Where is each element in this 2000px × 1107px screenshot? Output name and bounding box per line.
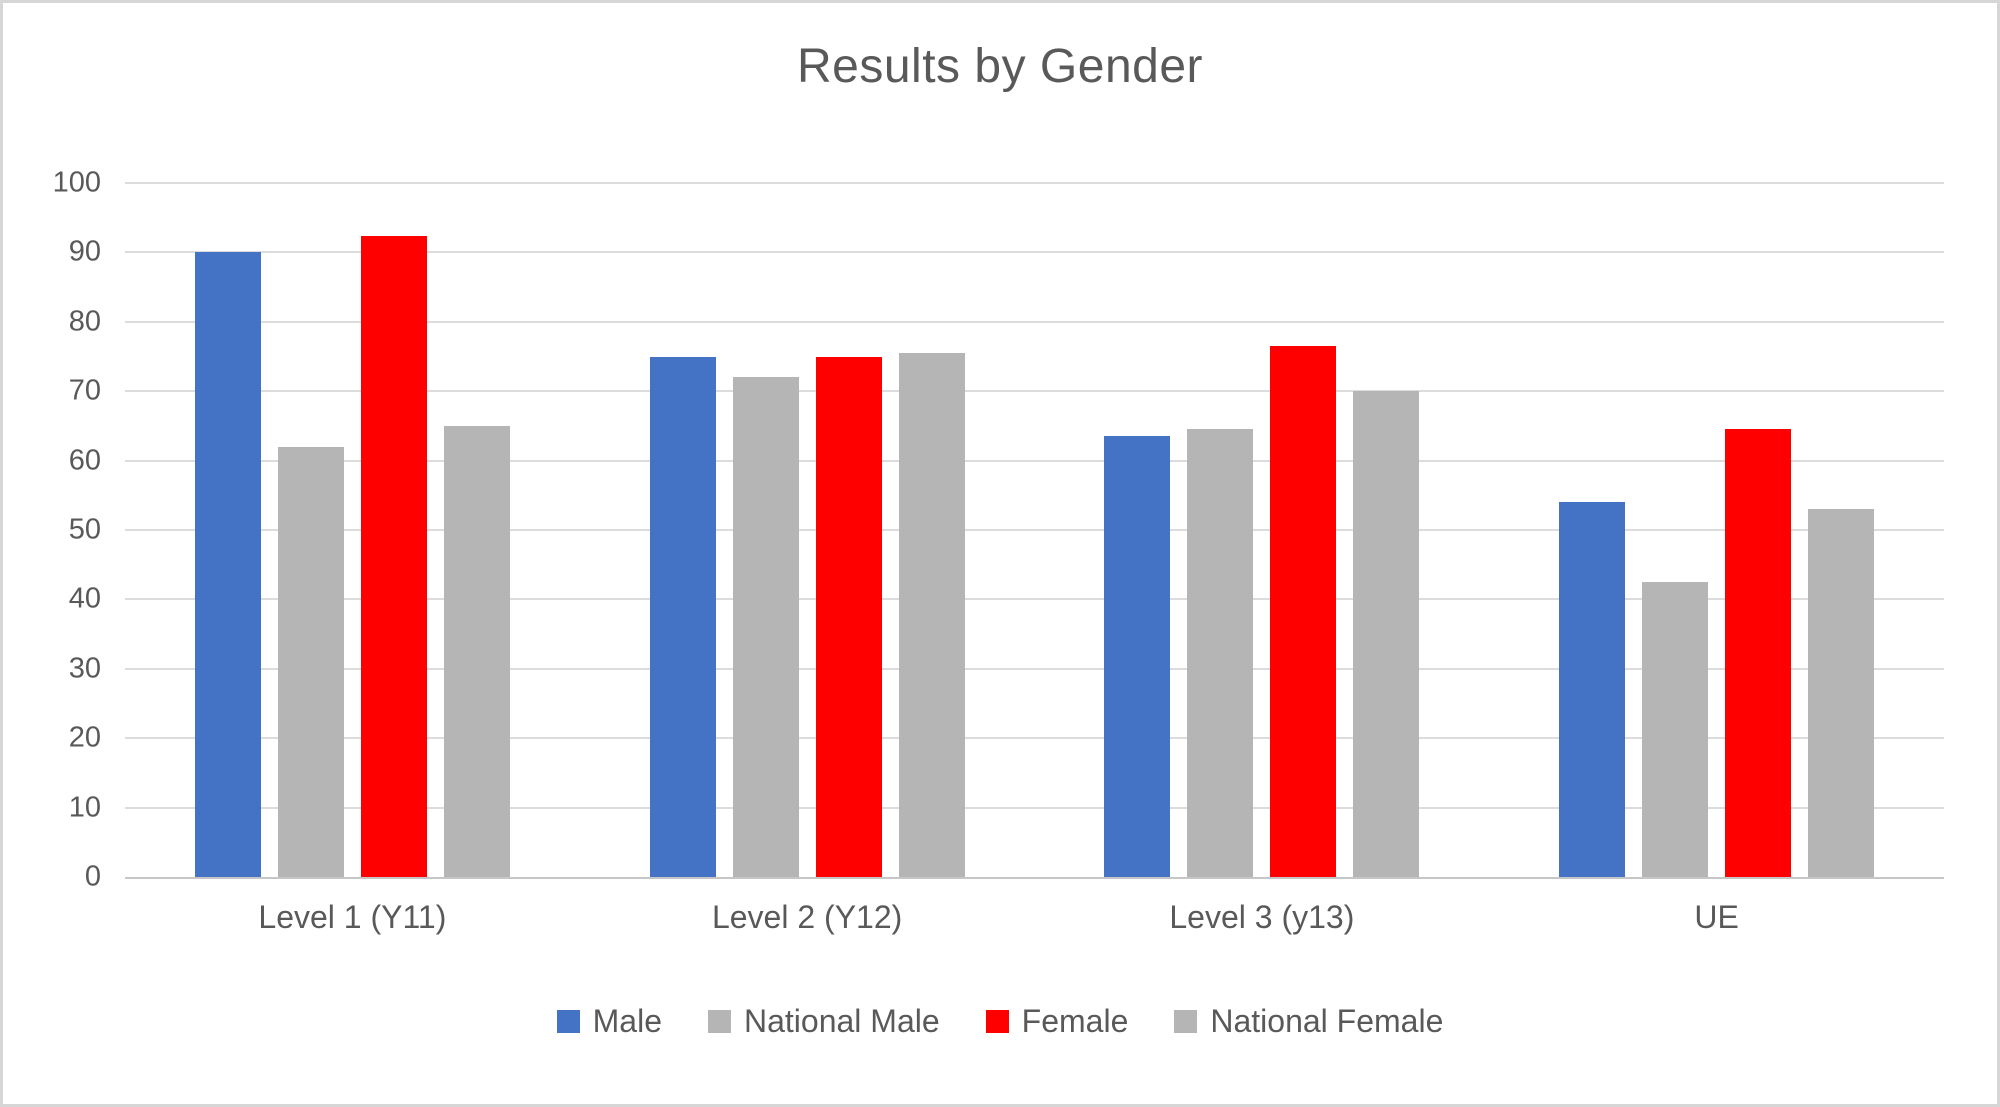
gridline	[125, 737, 1944, 740]
bar-group	[580, 183, 1035, 877]
y-tick-label: 30	[68, 652, 101, 685]
y-tick-label: 60	[68, 444, 101, 477]
x-axis-category-label: Level 1 (Y11)	[258, 899, 447, 935]
gridline	[125, 251, 1944, 254]
bar	[1725, 429, 1792, 877]
gridline	[125, 182, 1944, 184]
gridline	[125, 667, 1944, 670]
legend-label: Female	[1021, 1003, 1129, 1039]
bar	[1270, 346, 1337, 877]
y-tick-label: 100	[52, 166, 101, 199]
bar	[360, 236, 427, 877]
bar	[1808, 509, 1875, 877]
bar	[443, 425, 510, 877]
legend-label: National Female	[1210, 1003, 1444, 1039]
legend-label: Male	[592, 1003, 662, 1039]
x-axis-category-label: Level 2 (Y12)	[711, 899, 903, 935]
bar	[898, 353, 965, 877]
y-tick-label: 70	[68, 374, 101, 407]
bar-group	[1489, 183, 1944, 877]
gridline	[125, 529, 1944, 531]
bar	[815, 356, 882, 877]
y-tick-label: 20	[68, 721, 101, 754]
bar	[1642, 582, 1709, 877]
x-axis-line	[125, 877, 1944, 879]
bar	[1187, 429, 1254, 877]
x-axis-labels: Level 1 (Y11) Level 2 (Y12) Level 3 (y13) U…	[125, 899, 1944, 936]
legend-item: National Male	[708, 1003, 940, 1040]
bar	[277, 446, 344, 877]
legend-swatch-icon	[1174, 1010, 1198, 1033]
gridline	[125, 320, 1944, 323]
gridline	[125, 390, 1944, 393]
gridline	[125, 806, 1944, 809]
bar-groups	[125, 183, 1944, 877]
gridline	[125, 598, 1944, 601]
x-axis-category-label: UE	[1694, 899, 1739, 935]
legend-swatch-icon	[708, 1010, 731, 1033]
bar	[1559, 502, 1626, 877]
bar	[732, 377, 799, 877]
legend: Male National Male Female National Female	[3, 1003, 1997, 1040]
plot-area	[125, 182, 1944, 879]
y-tick-label: 90	[68, 235, 101, 268]
chart-title: Results by Gender	[796, 40, 1204, 93]
bar	[1353, 391, 1420, 877]
bar-group	[1035, 183, 1490, 877]
bar	[1104, 436, 1171, 877]
bar	[194, 252, 261, 877]
legend-item: Male	[556, 1003, 662, 1040]
y-tick-label: 10	[68, 791, 101, 824]
bar	[649, 356, 716, 877]
y-tick-label: 40	[68, 582, 101, 615]
legend-swatch-icon	[985, 1010, 1009, 1033]
legend-item: National Female	[1174, 1003, 1443, 1040]
y-tick-label: 50	[68, 513, 101, 546]
y-tick-label: 0	[84, 860, 101, 893]
gridline	[125, 459, 1944, 462]
x-axis-category-label: Level 3 (y13)	[1169, 899, 1355, 935]
legend-swatch-icon	[556, 1010, 580, 1033]
bar-group	[125, 183, 580, 877]
legend-item: Female	[985, 1003, 1129, 1040]
legend-label: National Male	[744, 1003, 940, 1039]
y-tick-label: 80	[68, 305, 101, 338]
